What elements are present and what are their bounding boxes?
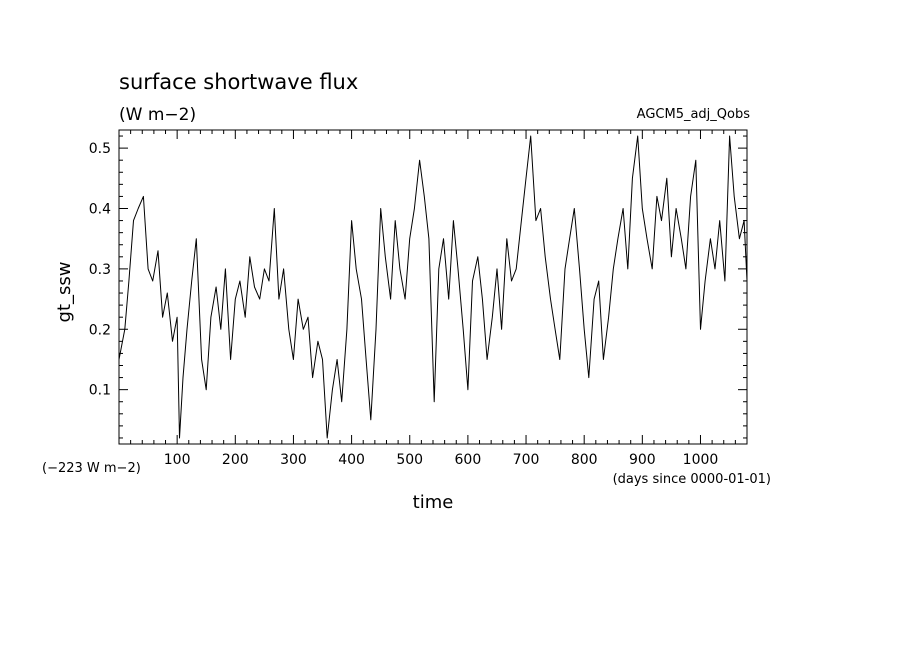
y-tick-label: 0.3 bbox=[89, 262, 111, 278]
x-tick-label: 300 bbox=[280, 452, 307, 468]
x-tick-label: 800 bbox=[571, 452, 598, 468]
x-tick-label: 700 bbox=[513, 452, 540, 468]
series-group bbox=[118, 135, 748, 439]
plot-frame bbox=[118, 129, 748, 445]
y-axis-label: gt_ssw bbox=[54, 262, 75, 323]
x-tick-label: 200 bbox=[222, 452, 249, 468]
y-tick-label: 0.5 bbox=[89, 141, 111, 157]
x-tick-label: 400 bbox=[338, 452, 365, 468]
series-line bbox=[118, 135, 748, 439]
x-unit-note: (days since 0000-01-01) bbox=[613, 472, 771, 487]
x-tick-label: 500 bbox=[396, 452, 423, 468]
y-tick-label: 0.2 bbox=[89, 322, 111, 338]
x-tick-label: 100 bbox=[164, 452, 191, 468]
y-tick-labels: 0.1 0.2 0.3 0.4 0.5 bbox=[89, 141, 111, 399]
offset-note: (−223 W m−2) bbox=[42, 461, 141, 476]
chart-title: surface shortwave flux bbox=[119, 70, 358, 94]
x-tick-labels: 100 200 300 400 500 600 700 800 900 1000 bbox=[164, 452, 719, 468]
y-tick-label: 0.1 bbox=[89, 383, 111, 399]
chart-units: (W m−2) bbox=[119, 105, 196, 125]
x-tick-label: 900 bbox=[629, 452, 656, 468]
x-tick-label: 600 bbox=[455, 452, 482, 468]
experiment-label: AGCM5_adj_Qobs bbox=[637, 107, 751, 122]
x-tick-label: 1000 bbox=[683, 452, 719, 468]
axis-ticks bbox=[119, 130, 747, 444]
x-axis-label: time bbox=[413, 492, 454, 513]
y-tick-label: 0.4 bbox=[89, 202, 111, 218]
